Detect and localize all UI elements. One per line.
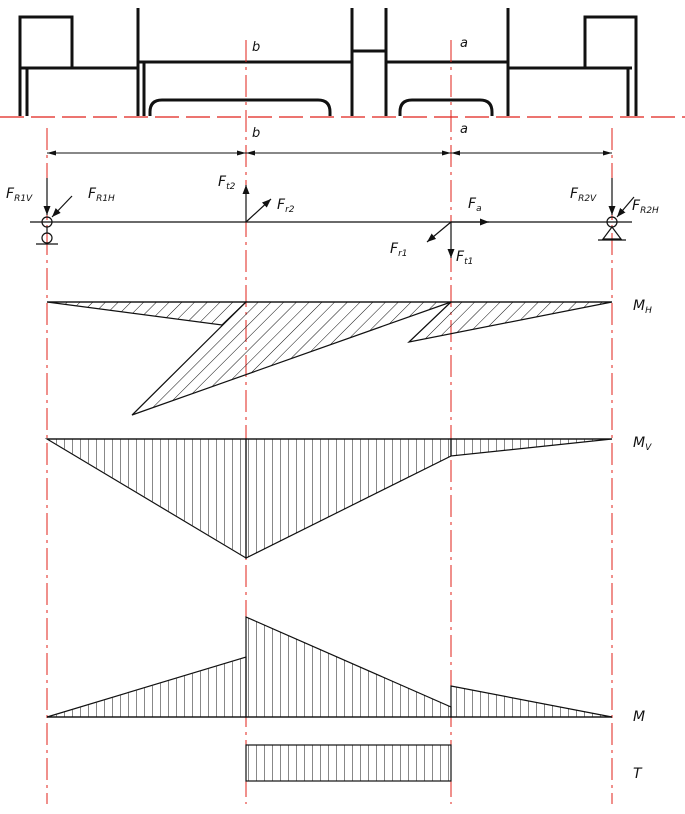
label-m: M — [633, 709, 645, 725]
section-label-a-top: a — [460, 36, 468, 51]
gear-a-keyway — [398, 98, 494, 116]
arrow-fr1h — [51, 195, 73, 218]
label-fr1: Fr1 — [390, 241, 408, 259]
label-t: T — [633, 766, 643, 782]
label-ft1: Ft1 — [456, 249, 473, 267]
mv-region-middle — [245, 438, 452, 559]
arrow-fr2h — [616, 196, 635, 218]
mh-region-right — [407, 301, 613, 343]
right-bearing-outline — [583, 15, 638, 116]
mh-jump-b — [221, 301, 247, 326]
left-support — [36, 216, 58, 245]
section-label-a-dim: a — [460, 122, 468, 137]
label-fr1h: FR1H — [88, 186, 115, 204]
mh-jump-a — [408, 301, 452, 343]
label-fr2h: FR2H — [632, 198, 659, 216]
section-label-b-top: b — [252, 40, 260, 55]
t-region — [245, 744, 452, 782]
label-fr2v: FR2V — [570, 186, 597, 204]
label-mh: MH — [633, 298, 652, 316]
mh-region-middle — [131, 301, 452, 416]
mh-diagram — [46, 301, 613, 416]
arrow-fr2 — [245, 198, 272, 223]
mv-diagram — [44, 438, 613, 560]
right-support — [598, 216, 626, 241]
mv-region-right — [450, 438, 613, 457]
mh-region-left — [46, 301, 248, 326]
m-region-right — [450, 685, 613, 718]
gear-b-keyway — [148, 98, 332, 116]
t-diagram — [245, 744, 452, 782]
label-mv: MV — [633, 435, 652, 453]
label-ft2: Ft2 — [218, 174, 236, 192]
arrow-fr1 — [426, 221, 452, 243]
mv-region-left — [44, 438, 247, 560]
m-region-middle — [245, 616, 452, 718]
shaft-section — [18, 8, 638, 116]
section-label-b-dim: b — [252, 126, 260, 141]
label-fa: Fa — [468, 196, 482, 214]
label-fr2: Fr2 — [277, 197, 295, 215]
m-region-left — [46, 656, 247, 718]
load-scheme — [30, 178, 635, 258]
label-fr1v: FR1V — [6, 186, 33, 204]
m-diagram — [46, 616, 613, 718]
